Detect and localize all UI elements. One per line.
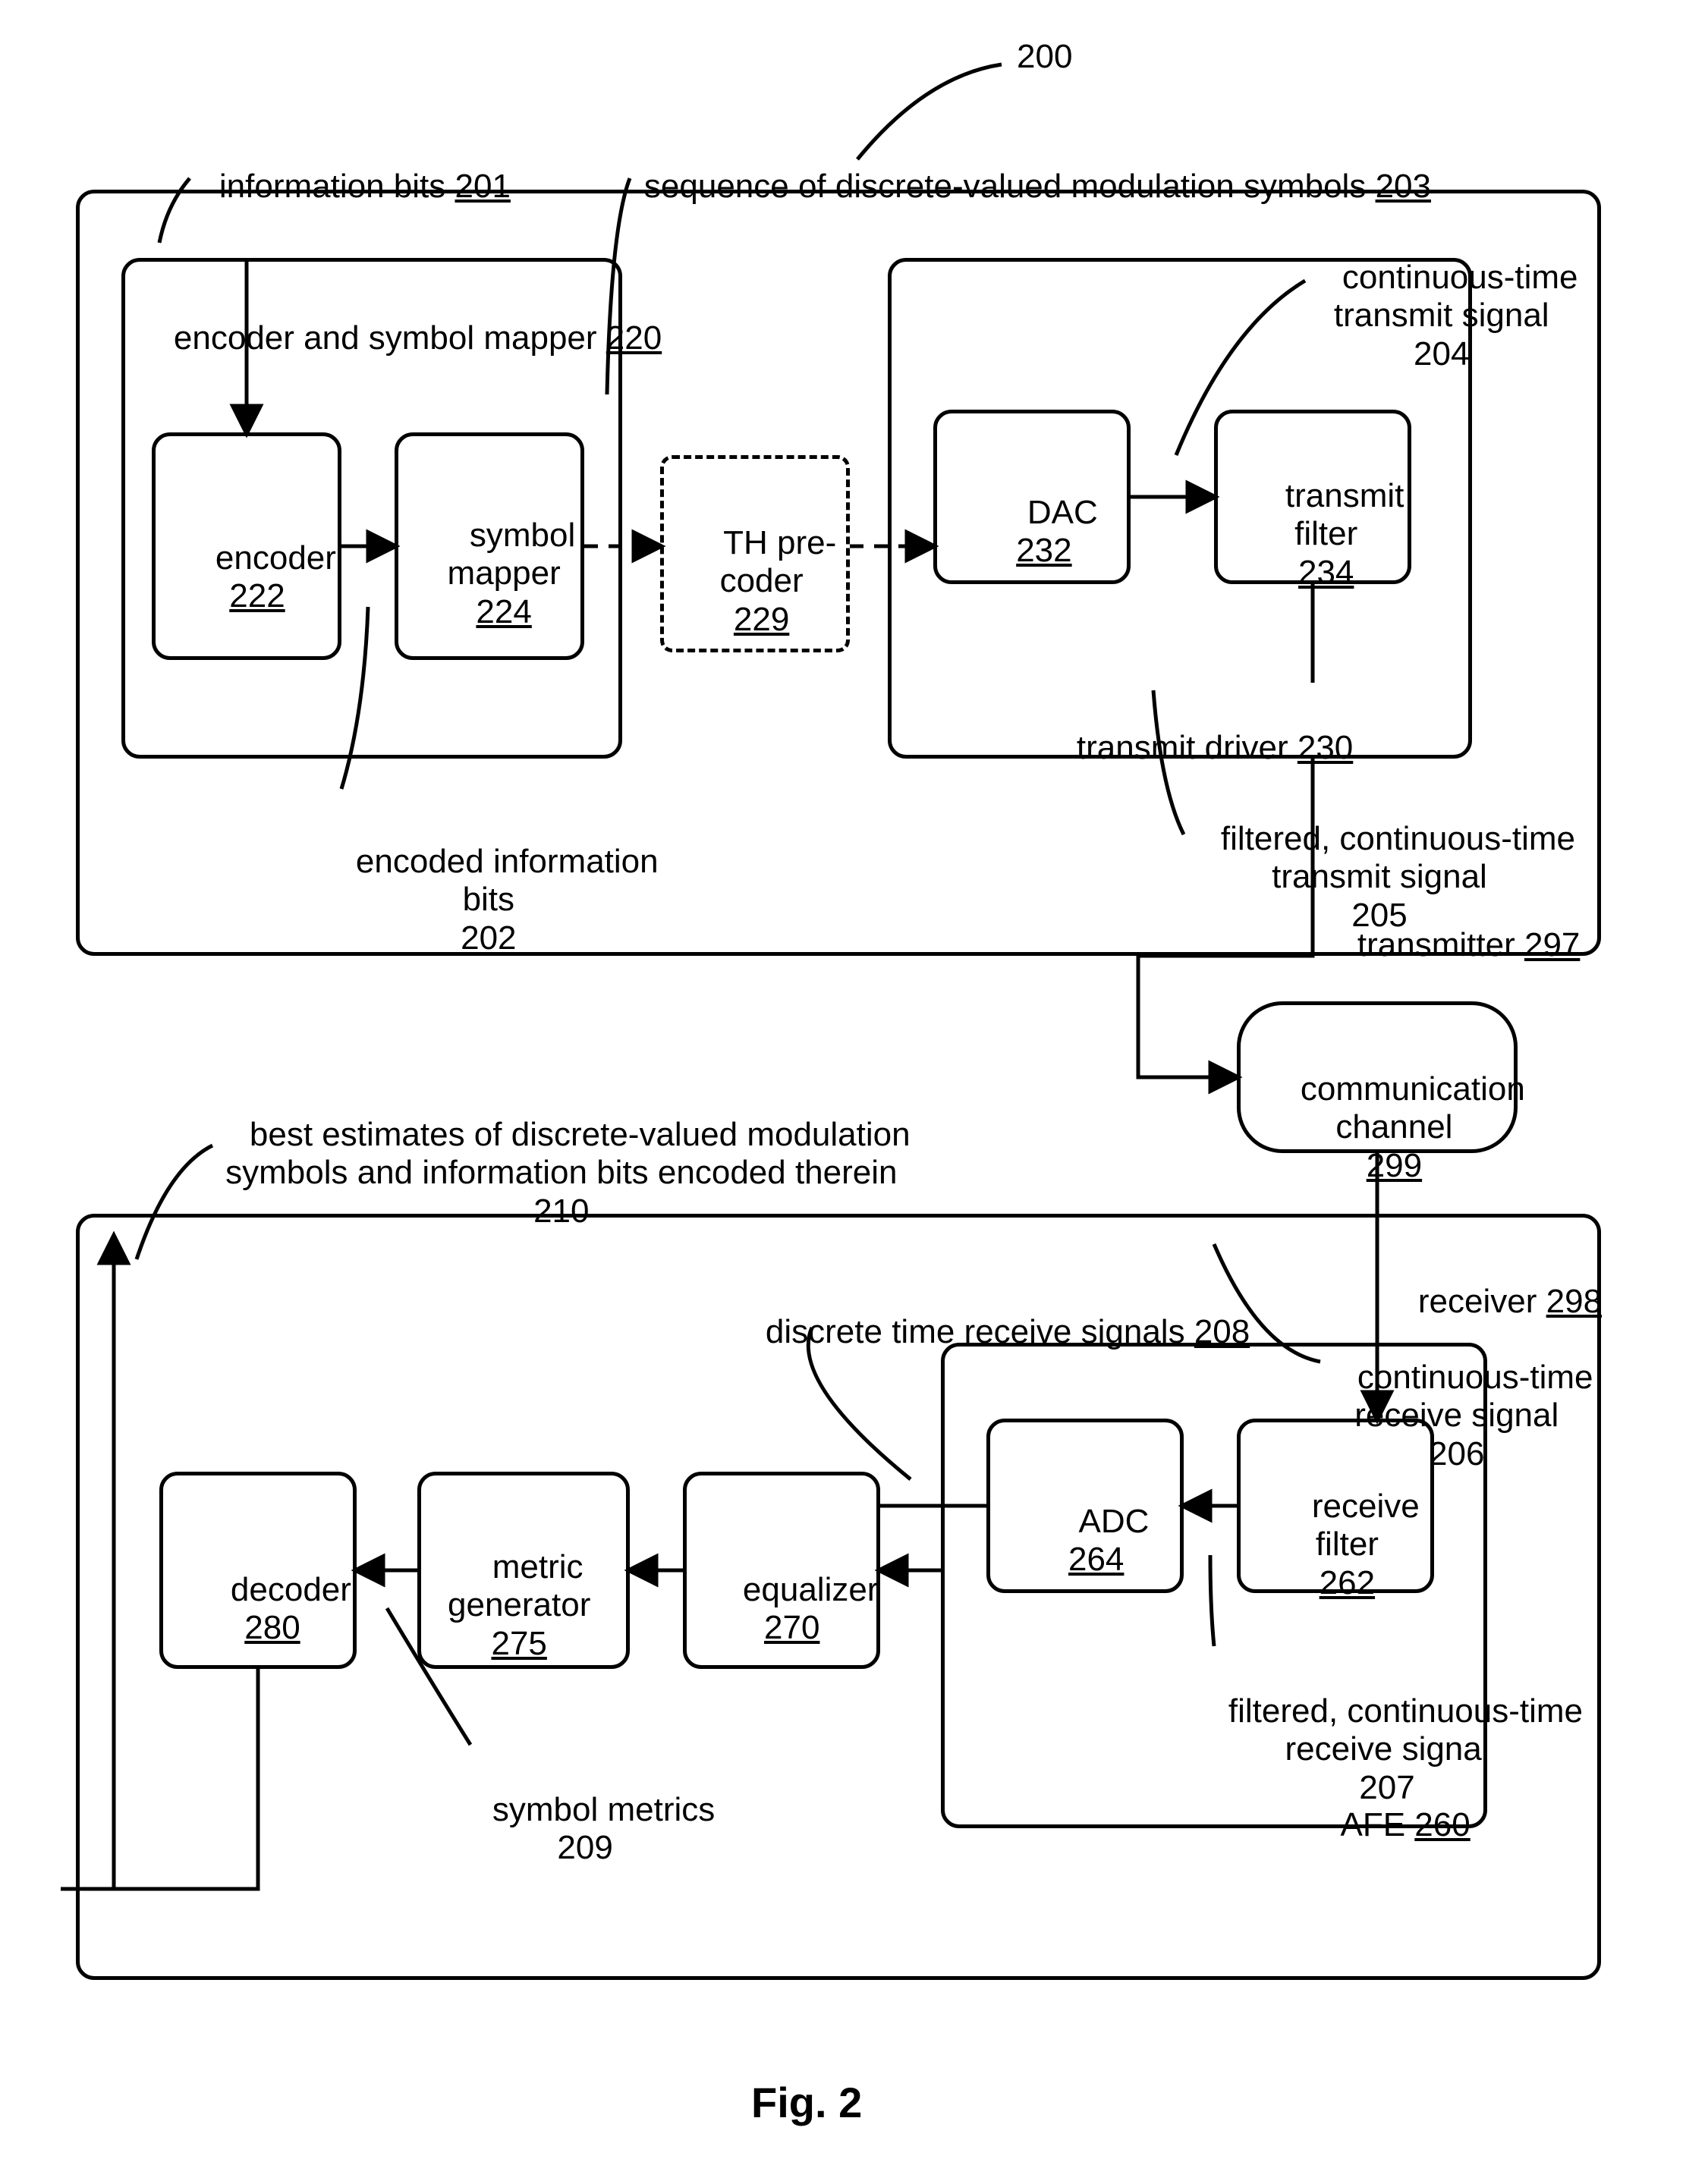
adc-label: ADC 264 (1043, 1464, 1149, 1617)
symbol-mapper-label: symbol mapper 224 (433, 478, 575, 670)
diagram-canvas: 200 transmitter 297 encoder and symbol m… (30, 30, 1656, 2154)
dt-rx-label: discrete time receive signals 208 (728, 1274, 1250, 1390)
th-precoder-label: TH pre- coder 229 (687, 486, 836, 677)
filt-ct-tx-label: filtered, continuous-time transmit signa… (1184, 781, 1575, 973)
mg-label: metric generator 275 (448, 1510, 590, 1702)
ct-tx-label: continuous-time transmit signal 204 (1305, 220, 1578, 412)
transmit-filter-label: transmit filter 234 (1248, 438, 1404, 630)
figure-caption: Fig. 2 (751, 2079, 862, 2127)
metrics-label: symbol metrics 209 (455, 1752, 715, 1906)
filt-ct-rx-label: filtered, continuous-time receive signal… (1191, 1654, 1583, 1846)
eq-label: equalizer 270 (706, 1532, 878, 1686)
ct-rx-label: continuous-time receive signal 206 (1320, 1320, 1593, 1512)
dac-label: DAC 232 (990, 455, 1098, 608)
encoded-bits-label: encoded information bits 202 (319, 804, 659, 996)
info-bits-label: information bits 201 (182, 129, 511, 244)
encoder-label: encoder 222 (178, 501, 336, 654)
channel-label: communication channel 299 (1263, 1032, 1525, 1224)
decoder-label: decoder 280 (193, 1532, 351, 1686)
figure-number: 200 (1017, 38, 1072, 77)
estimates-label: best estimates of discrete-valued modula… (212, 1077, 911, 1269)
esm-label: encoder and symbol mapper 220 (137, 281, 662, 396)
